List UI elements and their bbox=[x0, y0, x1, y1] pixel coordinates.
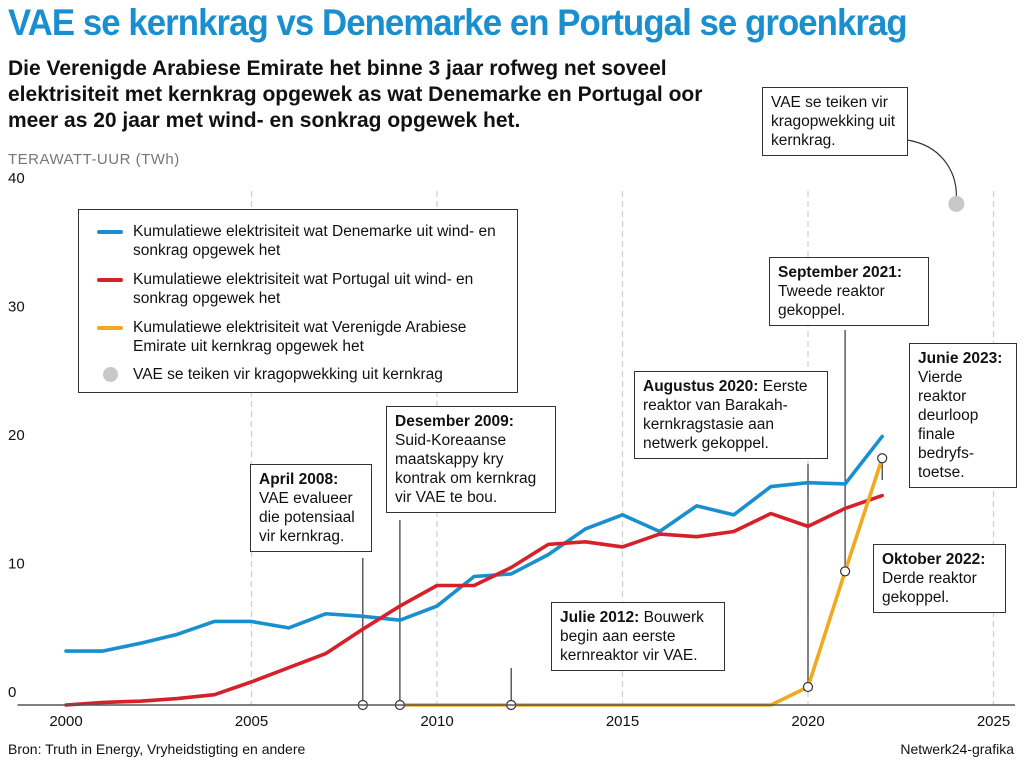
x-tick-label: 2010 bbox=[420, 713, 453, 730]
legend-swatch-denmark bbox=[97, 230, 123, 234]
chart-subtitle: Die Verenigde Arabiese Emirate het binne… bbox=[8, 57, 703, 132]
source-note: Bron: Truth in Energy, Vryheidstigting e… bbox=[8, 741, 306, 757]
annotation-jul2012-title: Julie 2012: bbox=[560, 609, 640, 626]
annotation-target: VAE se teiken vir kragopwekking uit kern… bbox=[762, 87, 908, 156]
legend-swatch-target bbox=[103, 367, 118, 382]
y-axis-unit-label: TERAWATT-UUR (TWh) bbox=[8, 151, 180, 168]
target-point bbox=[948, 195, 965, 212]
annotation-jun2023-title: Junie 2023: bbox=[918, 350, 1003, 367]
annotation-oct2022-title: Oktober 2022: bbox=[882, 551, 986, 568]
event-marker bbox=[839, 566, 851, 577]
chart-title: VAE se kernkrag vs Denemarke en Portugal… bbox=[8, 2, 908, 43]
annotation-aug2020: Augustus 2020: Eerste reaktor van Baraka… bbox=[634, 371, 828, 459]
x-tick-label: 2020 bbox=[791, 713, 824, 730]
legend-swatch-portugal bbox=[97, 278, 123, 282]
leader-target bbox=[906, 139, 957, 196]
y-tick-label: 20 bbox=[8, 427, 25, 444]
annotation-sep2021: September 2021: Tweede reaktor gekoppel. bbox=[769, 257, 929, 326]
x-tick-label: 2005 bbox=[235, 713, 268, 730]
annotation-target-text: VAE se teiken vir kragopwekking uit kern… bbox=[771, 94, 896, 149]
annotation-aug2020-text: Eerste reaktor van Barakah-kernkragstasi… bbox=[643, 378, 808, 452]
legend-swatch-uae bbox=[97, 326, 123, 330]
annotation-apr2008-title: April 2008: bbox=[259, 471, 339, 488]
series-line-portugal bbox=[64, 493, 885, 707]
annotation-jun2023-text: Vierde reaktor deurloop finale bedryfs-t… bbox=[918, 369, 979, 481]
annotation-jul2012: Julie 2012: Bouwerk begin aan eerste ker… bbox=[551, 602, 725, 671]
annotation-aug2020-title: Augustus 2020: bbox=[643, 378, 759, 395]
x-tick-label: 2015 bbox=[606, 713, 639, 730]
annotation-jul2012-text: Bouwerk begin aan eerste kernreaktor vir… bbox=[560, 609, 704, 664]
annotation-dec2009: Desember 2009: Suid-Koreaanse maatskappy… bbox=[386, 406, 556, 513]
event-marker bbox=[802, 681, 814, 693]
series-line-denmark bbox=[64, 434, 885, 653]
annotation-apr2008-text: VAE evalueer die potensiaal vir kernkrag… bbox=[259, 490, 355, 545]
annotation-jun2023: Junie 2023: Vierde reaktor deurloop fina… bbox=[909, 343, 1017, 488]
annotation-sep2021-text: Tweede reaktor gekoppel. bbox=[778, 283, 885, 319]
annotation-leaders bbox=[362, 139, 957, 705]
legend-label-uae: Kumulatiewe elektrisiteit wat Verenigde … bbox=[133, 319, 467, 355]
annotation-sep2021-title: September 2021: bbox=[778, 264, 903, 281]
legend-label-portugal: Kumulatiewe elektrisiteit wat Portugal u… bbox=[133, 271, 474, 307]
annotation-dec2009-text: Suid-Koreaanse maatskappy kry kontrak om… bbox=[395, 432, 537, 506]
legend-label-target: VAE se teiken vir kragopwekking uit kern… bbox=[133, 366, 443, 383]
y-tick-label: 10 bbox=[8, 556, 25, 573]
y-tick-label: 0 bbox=[8, 684, 16, 701]
axis-ticks: 2000 2005 2010 2015 2020 2025 0 10 20 30 40 bbox=[8, 170, 1016, 730]
y-tick-label: 40 bbox=[8, 170, 25, 187]
x-tick-label: 2025 bbox=[977, 713, 1010, 730]
x-tick-label: 2000 bbox=[49, 713, 82, 730]
annotation-oct2022: Oktober 2022: Derde reaktor gekoppel. bbox=[873, 544, 1006, 613]
annotation-dec2009-title: Desember 2009: bbox=[395, 413, 514, 430]
event-marker bbox=[877, 453, 888, 464]
annotation-apr2008: April 2008: VAE evalueer die potensiaal … bbox=[250, 464, 372, 552]
credit-note: Netwerk24-grafika bbox=[900, 741, 1014, 757]
y-tick-label: 30 bbox=[8, 299, 25, 316]
legend-label-denmark: Kumulatiewe elektrisiteit wat Denemarke … bbox=[133, 223, 496, 259]
legend: Kumulatiewe elektrisiteit wat Denemarke … bbox=[78, 209, 518, 393]
annotation-oct2022-text: Derde reaktor gekoppel. bbox=[882, 570, 977, 606]
